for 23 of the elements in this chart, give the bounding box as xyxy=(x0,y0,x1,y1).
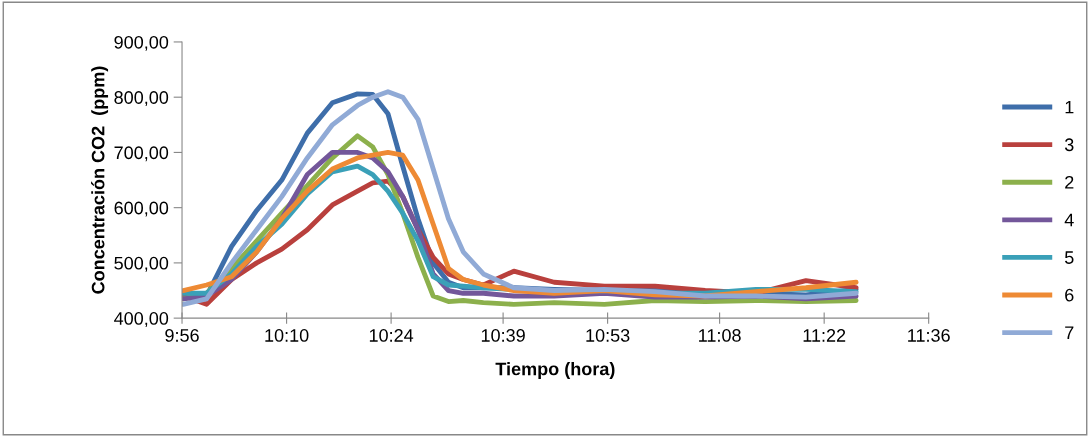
legend-label: 6 xyxy=(1065,288,1074,302)
y-axis-title: Concentración CO2 (ppm) xyxy=(91,66,109,294)
x-tick-label: 10:24 xyxy=(369,329,414,342)
legend-label: 2 xyxy=(1065,175,1074,189)
y-tick-label: 800,00 xyxy=(114,91,169,107)
legend-label: 7 xyxy=(1065,326,1074,339)
y-tick-label: 600,00 xyxy=(114,201,169,217)
x-tick-label: 11:22 xyxy=(803,329,846,342)
legend-label: 4 xyxy=(1064,213,1074,227)
y-tick-label: 900,00 xyxy=(114,35,169,51)
y-tick-label: 400,00 xyxy=(114,312,169,327)
x-tick-label: 10:39 xyxy=(481,329,525,342)
x-tick-label: 9:56 xyxy=(165,329,199,342)
x-tick-label: 11:36 xyxy=(908,329,950,342)
x-tick-label: 10:10 xyxy=(265,329,309,342)
x-axis-title: Tiempo (hora) xyxy=(495,362,615,379)
y-tick-label: 700,00 xyxy=(114,146,169,162)
legend-label: 3 xyxy=(1064,138,1074,152)
x-tick-label: 11:08 xyxy=(699,329,741,342)
y-tick-label: 500,00 xyxy=(114,256,169,272)
legend-label: 1 xyxy=(1065,100,1074,114)
x-tick-label: 10:53 xyxy=(586,329,630,342)
legend-label: 5 xyxy=(1064,251,1074,264)
